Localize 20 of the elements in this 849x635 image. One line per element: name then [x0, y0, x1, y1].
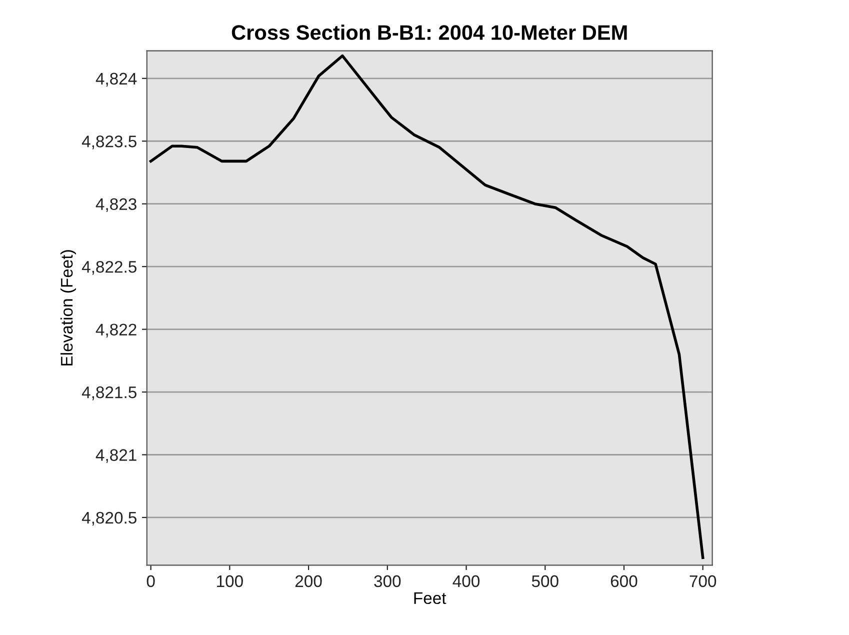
y-tick-label: 4,824 [96, 72, 137, 87]
y-tick-label: 4,820.5 [82, 512, 136, 526]
x-tick-label: 0 [146, 575, 155, 588]
x-tick-label: 300 [374, 575, 401, 588]
x-tick-label: 100 [217, 575, 243, 588]
x-tick-label: 400 [452, 575, 480, 588]
y-tick-label: 4,822 [96, 324, 136, 338]
y-tick-label: 4,823 [96, 198, 136, 212]
x-tick-label: 200 [295, 575, 322, 588]
y-tick-label: 4,821.5 [82, 386, 136, 400]
x-tick-label: 700 [690, 575, 716, 588]
x-tick-label: 500 [532, 575, 558, 588]
y-tick-label: 4,823.5 [82, 136, 136, 150]
chart-title: Cross Section B-B1: 2004 10-Meter DEM [232, 24, 627, 40]
x-axis-title: Feet [414, 592, 446, 604]
line-series [149, 54, 704, 560]
x-tick-label: 600 [610, 575, 638, 588]
y-tick-label: 4,822.5 [82, 260, 136, 275]
y-tick-label: 4,821 [96, 449, 136, 463]
y-axis-title: Elevation (Feet) [60, 250, 76, 366]
